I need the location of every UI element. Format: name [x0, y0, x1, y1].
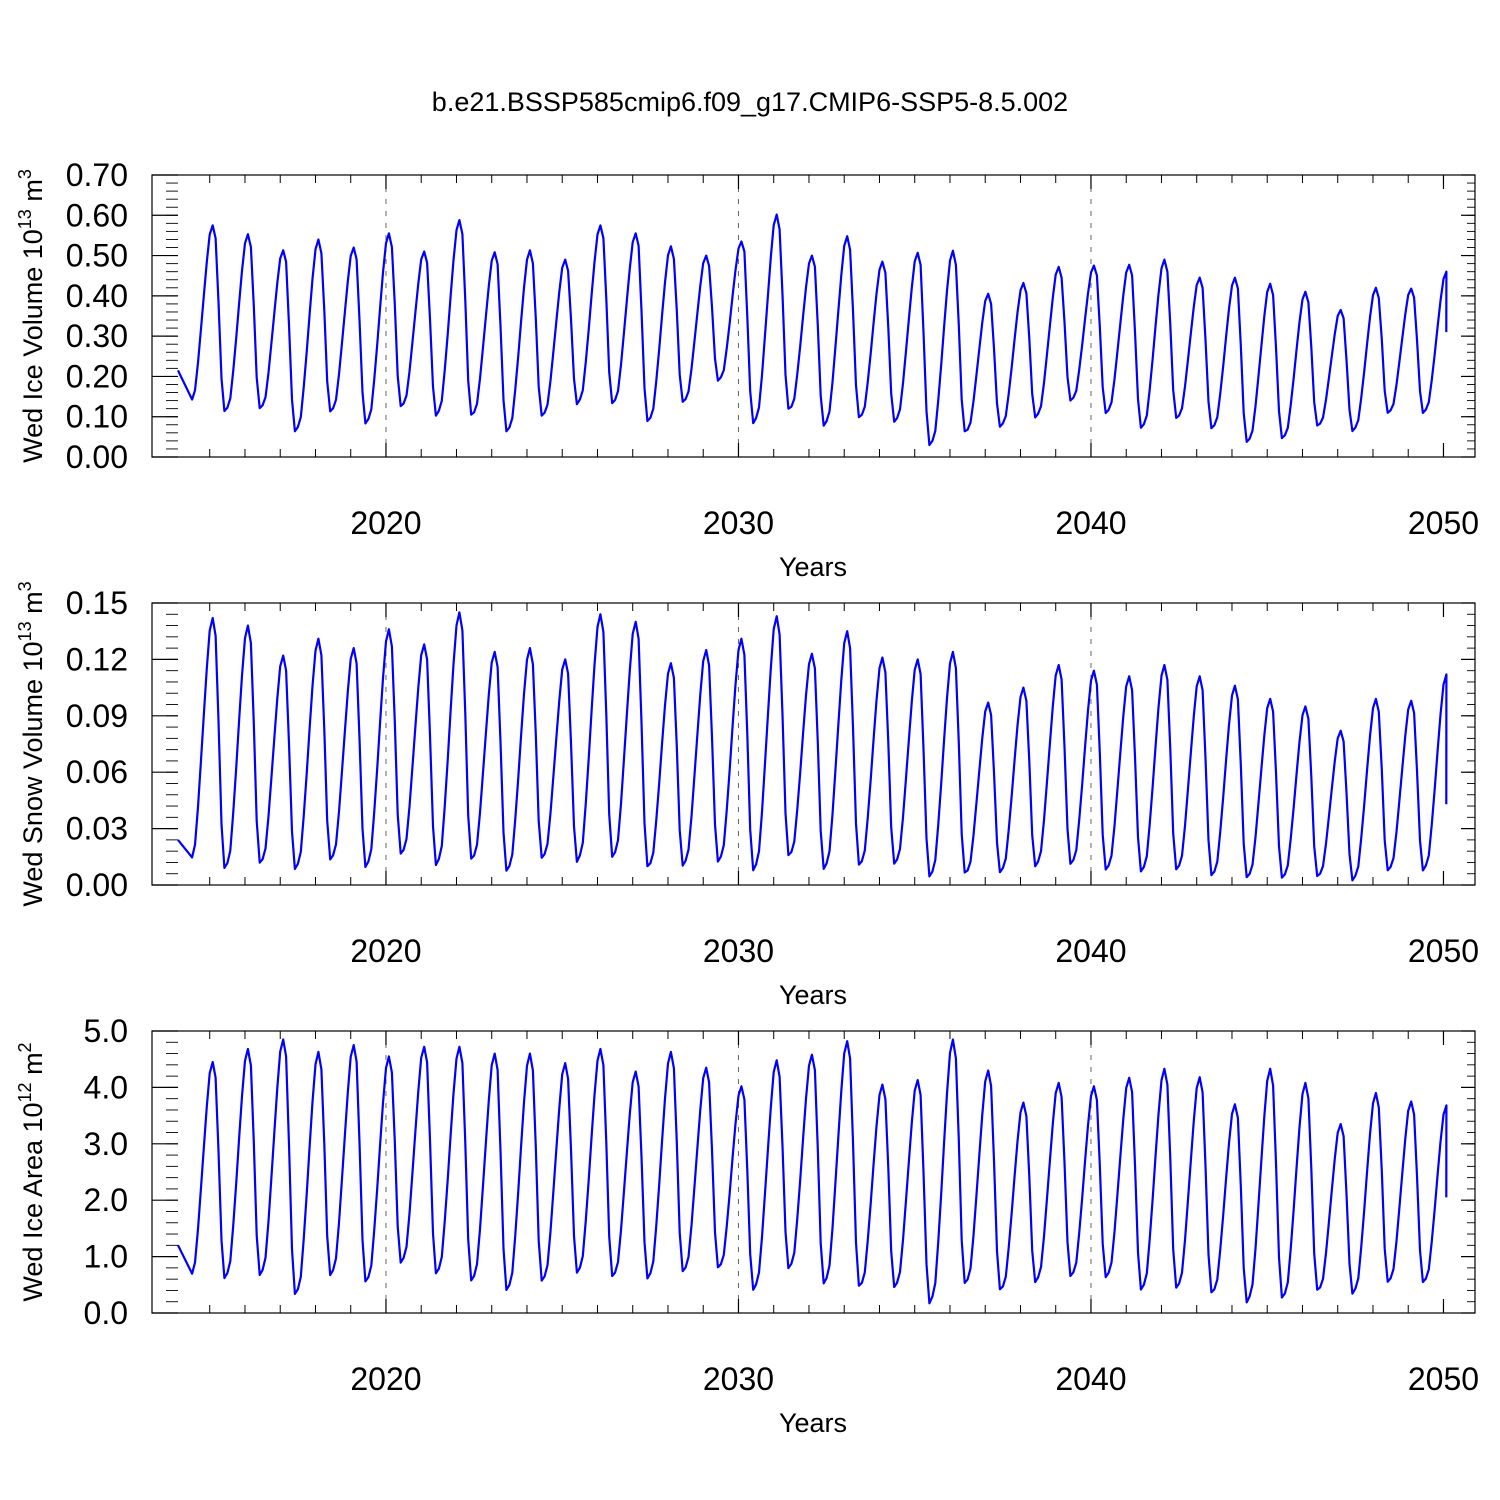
x-axis-label: Years — [779, 552, 847, 582]
y-tick-label: 0.50 — [66, 238, 128, 274]
chart-title: b.e21.BSSP585cmip6.f09_g17.CMIP6-SSP5-8.… — [432, 87, 1068, 117]
y-tick-label: 0.12 — [66, 641, 128, 677]
plot-frame — [151, 602, 1476, 886]
series-line-wed-snow-volume — [177, 611, 1448, 882]
y-tick-label: 0.70 — [66, 157, 128, 193]
y-tick-label: 0.30 — [66, 318, 128, 354]
y-tick-label: 0.00 — [66, 867, 128, 903]
plot-frame — [151, 1030, 1476, 1314]
y-tick-label: 4.0 — [84, 1069, 128, 1105]
series-line-wed-ice-area — [177, 1038, 1448, 1305]
panel-3: 2020 2030 2040 2050 0.0 1.0 2.0 3.0 4.0 5.0 Years W… — [15, 1013, 1479, 1438]
y-tick-label: 0.20 — [66, 358, 128, 394]
y-tick-label: 0.40 — [66, 278, 128, 314]
x-tick-label: 2020 — [350, 933, 421, 969]
y-tick-label: 5.0 — [84, 1013, 128, 1049]
y-axis-label: Wed Snow Volume 1013 m3 — [15, 581, 48, 906]
x-tick-label: 2030 — [703, 505, 774, 541]
x-tick-label: 2040 — [1055, 1361, 1126, 1397]
y-axis-label: Wed Ice Area 1012 m2 — [15, 1042, 48, 1301]
y-tick-label: 2.0 — [84, 1182, 128, 1218]
series-line-wed-ice-volume — [177, 213, 1448, 447]
y-tick-label: 0.60 — [66, 197, 128, 233]
y-tick-label: 0.10 — [66, 399, 128, 435]
x-tick-label: 2050 — [1408, 1361, 1479, 1397]
x-tick-label: 2050 — [1408, 505, 1479, 541]
x-tick-label: 2040 — [1055, 933, 1126, 969]
y-tick-label: 3.0 — [84, 1126, 128, 1162]
plot-frame — [151, 174, 1476, 458]
panels-layer: 2020 2030 2040 2050 0.00 0.10 0.20 0.30 0.40 0.50… — [15, 157, 1479, 1438]
x-tick-label: 2030 — [703, 933, 774, 969]
panel-1: 2020 2030 2040 2050 0.00 0.10 0.20 0.30 0.40 0.50… — [15, 157, 1479, 582]
y-tick-label: 0.00 — [66, 439, 128, 475]
x-tick-label: 2020 — [350, 505, 421, 541]
y-tick-label: 0.09 — [66, 698, 128, 734]
y-tick-label: 0.03 — [66, 811, 128, 847]
panel-2: 2020 2030 2040 2050 0.00 0.03 0.06 0.09 0.12 0.15… — [15, 581, 1479, 1010]
x-tick-label: 2050 — [1408, 933, 1479, 969]
x-tick-label: 2020 — [350, 1361, 421, 1397]
y-tick-label: 0.15 — [66, 585, 128, 621]
x-axis-label: Years — [779, 980, 847, 1010]
y-tick-label: 1.0 — [84, 1239, 128, 1275]
y-axis-label: Wed Ice Volume 1013 m3 — [15, 169, 48, 463]
y-tick-label: 0.06 — [66, 754, 128, 790]
y-tick-label: 0.0 — [84, 1295, 128, 1331]
x-axis-label: Years — [779, 1408, 847, 1438]
x-tick-label: 2030 — [703, 1361, 774, 1397]
x-tick-label: 2040 — [1055, 505, 1126, 541]
